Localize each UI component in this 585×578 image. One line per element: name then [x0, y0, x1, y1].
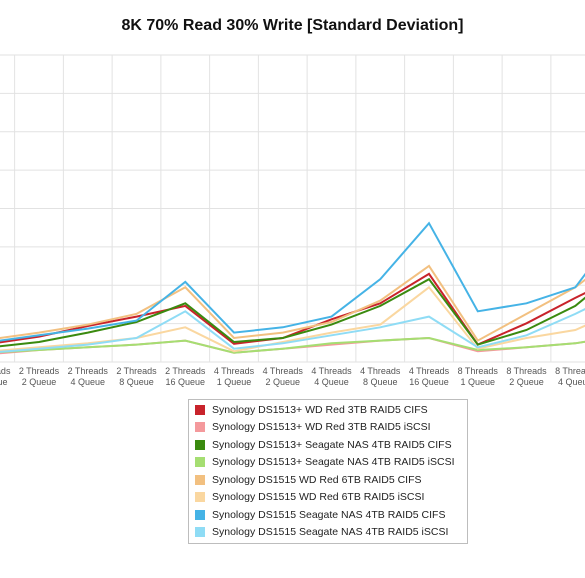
x-tick-label-2: 2 Threads 2 Queue [19, 366, 60, 387]
series-line-0 [0, 272, 585, 346]
legend-swatch [195, 474, 205, 485]
gridlines [0, 54, 585, 363]
legend-item-6: Synology DS1515 Seagate NAS 4TB RAID5 CI… [189, 506, 467, 524]
series-line-6 [0, 221, 585, 342]
x-tick-label-7: 4 Threads 2 Queue [263, 366, 304, 387]
x-tick-label-10: 4 Threads 16 Queue [409, 366, 450, 387]
legend-swatch [195, 509, 205, 520]
legend-item-5: Synology DS1515 WD Red 6TB RAID5 iSCSI [189, 489, 467, 507]
legend-item-1: Synology DS1513+ WD Red 3TB RAID5 iSCSI [189, 419, 467, 437]
legend-label: Synology DS1513+ Seagate NAS 4TB RAID5 i… [212, 456, 455, 469]
legend: Synology DS1513+ WD Red 3TB RAID5 CIFS Sy… [188, 399, 468, 544]
legend-swatch [195, 404, 205, 415]
x-tick-label-3: 2 Threads 4 Queue [68, 366, 109, 387]
legend-swatch [195, 439, 205, 450]
legend-label: Synology DS1513+ WD Red 3TB RAID5 iSCSI [212, 421, 431, 434]
legend-label: Synology DS1515 Seagate NAS 4TB RAID5 iS… [212, 526, 449, 539]
x-tick-label-5: 2 Threads 16 Queue [165, 366, 206, 387]
legend-item-0: Synology DS1513+ WD Red 3TB RAID5 CIFS [189, 401, 467, 419]
legend-item-2: Synology DS1513+ Seagate NAS 4TB RAID5 C… [189, 436, 467, 454]
x-tick-label-6: 4 Threads 1 Queue [214, 366, 255, 387]
x-tick-label-12: 8 Threads 2 Queue [506, 366, 547, 387]
x-tick-label-8: 4 Threads 4 Queue [311, 366, 352, 387]
series-line-3 [0, 336, 585, 354]
series-line-7 [0, 308, 585, 353]
legend-item-4: Synology DS1515 WD Red 6TB RAID5 CIFS [189, 471, 467, 489]
legend-item-7: Synology DS1515 Seagate NAS 4TB RAID5 iS… [189, 524, 467, 542]
legend-label: Synology DS1515 Seagate NAS 4TB RAID5 CI… [212, 508, 446, 521]
legend-label: Synology DS1515 WD Red 6TB RAID5 iSCSI [212, 491, 425, 504]
legend-item-3: Synology DS1513+ Seagate NAS 4TB RAID5 i… [189, 454, 467, 472]
legend-swatch [195, 457, 205, 468]
legend-label: Synology DS1513+ WD Red 3TB RAID5 CIFS [212, 403, 428, 416]
legend-swatch [195, 492, 205, 503]
series-lines [0, 221, 585, 355]
x-tick-label-11: 8 Threads 1 Queue [458, 366, 499, 387]
legend-swatch [195, 527, 205, 538]
legend-swatch [195, 422, 205, 433]
chart-title: 8K 70% Read 30% Write [Standard Deviatio… [121, 17, 464, 34]
x-tick-label-4: 2 Threads 8 Queue [116, 366, 157, 387]
series-line-4 [0, 264, 585, 342]
series-line-2 [0, 277, 585, 348]
legend-label: Synology DS1515 WD Red 6TB RAID5 CIFS [212, 473, 422, 486]
x-tick-label-9: 4 Threads 8 Queue [360, 366, 401, 387]
legend-label: Synology DS1513+ Seagate NAS 4TB RAID5 C… [212, 438, 452, 451]
